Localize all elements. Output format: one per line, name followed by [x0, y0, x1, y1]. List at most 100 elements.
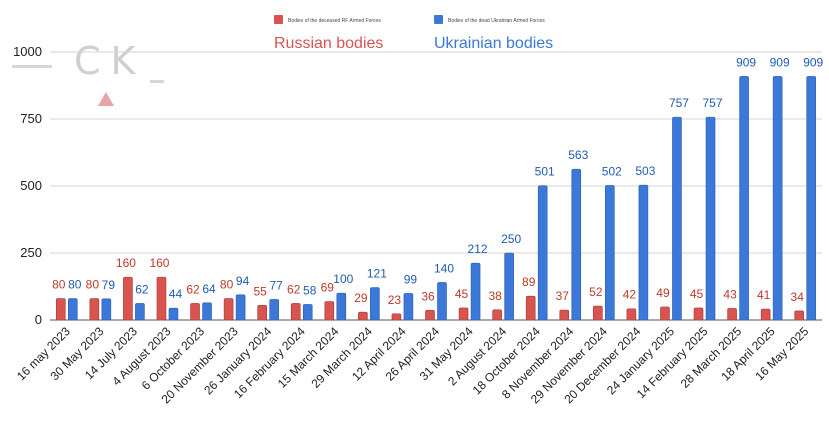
- bar-russian: [257, 304, 267, 321]
- bar-russian: [358, 311, 368, 321]
- bar-russian: [660, 306, 670, 321]
- bar-ukrainian: [336, 292, 347, 321]
- data-label-russian: 80: [52, 278, 66, 292]
- data-label-ukrainian: 94: [236, 274, 250, 288]
- bar-ukrainian: [537, 185, 548, 321]
- bar-russian: [123, 276, 133, 321]
- annotation-ukrainian: Ukrainian bodies: [434, 35, 553, 52]
- bar-ukrainian: [806, 76, 817, 321]
- data-label-ukrainian: 757: [669, 96, 689, 110]
- data-label-russian: 37: [556, 289, 570, 303]
- bar-russian: [559, 309, 570, 321]
- watermark-text: CK: [74, 39, 145, 83]
- bar-ukrainian: [470, 262, 481, 321]
- bar-russian: [89, 298, 100, 321]
- bar-ukrainian: [403, 293, 414, 321]
- y-tick-label: 0: [35, 312, 42, 327]
- data-label-ukrainian: 563: [568, 148, 588, 162]
- data-label-ukrainian: 62: [135, 282, 149, 296]
- bar-ukrainian: [370, 287, 380, 321]
- bar-ukrainian: [571, 168, 582, 321]
- data-label-ukrainian: 909: [736, 55, 756, 69]
- gridlines: [50, 51, 822, 321]
- data-label-russian: 45: [690, 287, 704, 301]
- data-label-russian: 69: [321, 281, 335, 295]
- y-tick-label: 750: [20, 111, 42, 126]
- bar-ukrainian: [235, 294, 246, 321]
- data-label-russian: 80: [220, 278, 234, 292]
- bar-ukrainian: [672, 116, 682, 321]
- data-label-ukrainian: 140: [434, 261, 454, 275]
- bars: [55, 76, 817, 321]
- bar-russian: [727, 308, 737, 321]
- bar-russian: [190, 303, 200, 321]
- bar-russian: [794, 310, 805, 321]
- bar-russian: [458, 307, 469, 321]
- data-label-russian: 160: [116, 256, 136, 270]
- annotation-russian: Russian bodies: [274, 35, 383, 52]
- data-label-russian: 45: [455, 287, 469, 301]
- data-label-russian: 160: [149, 256, 169, 270]
- bar-ukrainian: [101, 298, 112, 321]
- data-label-russian: 62: [287, 282, 301, 296]
- bar-ukrainian: [135, 303, 145, 321]
- data-label-ukrainian: 909: [770, 55, 790, 69]
- data-label-russian: 62: [186, 282, 200, 296]
- legend-swatch-russian: [274, 15, 283, 24]
- data-label-ukrainian: 757: [703, 96, 723, 110]
- y-tick-label: 250: [20, 245, 42, 260]
- bar-ukrainian: [705, 116, 716, 321]
- data-label-ukrainian: 80: [68, 278, 82, 292]
- bar-russian: [223, 298, 234, 321]
- bar-russian: [492, 309, 502, 321]
- data-label-russian: 49: [656, 286, 670, 300]
- data-label-ukrainian: 64: [202, 282, 216, 296]
- legend-label-russian: Bodies of the deceased RF Armed Forces: [288, 18, 381, 24]
- bar-russian: [391, 313, 402, 321]
- y-tick-label: 500: [20, 178, 42, 193]
- bar-russian: [324, 301, 335, 321]
- bar-russian: [290, 303, 301, 321]
- bar-ukrainian: [638, 184, 649, 321]
- bar-russian: [693, 307, 704, 321]
- data-label-ukrainian: 503: [635, 164, 655, 178]
- data-label-russian: 42: [623, 288, 637, 302]
- data-label-russian: 36: [421, 289, 435, 303]
- bar-ukrainian: [605, 185, 615, 321]
- data-label-ukrainian: 501: [535, 165, 555, 179]
- bar-ukrainian: [739, 76, 749, 321]
- bar-ukrainian: [772, 76, 783, 321]
- data-label-russian: 41: [757, 288, 771, 302]
- bar-ukrainian: [302, 304, 313, 321]
- watermark-logo: CK: [12, 39, 164, 106]
- bar-russian: [760, 308, 771, 321]
- bar-russian: [55, 298, 66, 321]
- legend-label-ukrainian: Bodies of the dead Ukrainian Armed Force…: [448, 18, 545, 24]
- bar-ukrainian: [67, 298, 78, 321]
- data-label-russian: 80: [86, 278, 100, 292]
- bar-russian: [425, 310, 435, 321]
- bar-ukrainian: [168, 307, 179, 321]
- bar-russian: [593, 305, 603, 321]
- y-axis: 0 250 500 750 1000: [13, 44, 42, 327]
- data-label-ukrainian: 58: [303, 283, 317, 297]
- data-label-ukrainian: 44: [169, 287, 183, 301]
- y-tick-label: 1000: [13, 44, 42, 59]
- data-label-russian: 89: [522, 275, 536, 289]
- data-label-ukrainian: 79: [102, 278, 116, 292]
- data-label-ukrainian: 502: [602, 164, 622, 178]
- bar-ukrainian: [504, 252, 514, 321]
- data-label-ukrainian: 250: [501, 232, 521, 246]
- data-label-russian: 29: [354, 291, 368, 305]
- legend: Bodies of the deceased RF Armed Forces B…: [274, 15, 553, 52]
- data-label-ukrainian: 909: [803, 55, 823, 69]
- bar-russian: [525, 295, 536, 321]
- data-label-russian: 23: [388, 293, 402, 307]
- data-label-ukrainian: 99: [404, 272, 418, 286]
- data-label-russian: 38: [488, 289, 502, 303]
- data-label-ukrainian: 77: [269, 278, 283, 292]
- data-label-ukrainian: 121: [367, 267, 387, 281]
